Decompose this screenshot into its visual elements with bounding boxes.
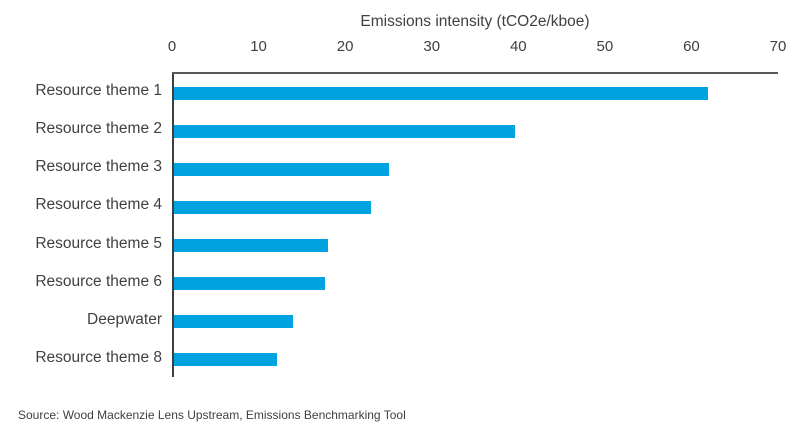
category-label-resource-theme-5: Resource theme 5	[35, 234, 162, 252]
bar-resource-theme-1	[173, 86, 708, 100]
category-label-deepwater: Deepwater	[87, 310, 162, 328]
x-axis-tick-label: 20	[336, 38, 354, 55]
category-labels: Resource theme 1 Resource theme 2 Resource…	[0, 72, 162, 377]
x-axis-tick-label: 10	[250, 38, 267, 55]
x-axis-tick-label: 30	[423, 38, 441, 55]
source-note: Source: Wood Mackenzie Lens Upstream, Em…	[18, 408, 406, 422]
x-axis-tick-label: 40	[509, 38, 527, 55]
category-label-resource-theme-8: Resource theme 8	[35, 348, 162, 366]
bar-resource-theme-6	[173, 277, 325, 291]
category-label-resource-theme-4: Resource theme 4	[35, 196, 162, 214]
bar-resource-theme-2	[173, 124, 516, 138]
bar-resource-theme-8	[173, 353, 278, 367]
x-axis-tick-label: 70	[769, 38, 787, 55]
category-label-resource-theme-3: Resource theme 3	[35, 158, 162, 176]
bar-resource-theme-4	[173, 200, 371, 214]
y-axis-line	[172, 74, 174, 377]
bar-resource-theme-5	[173, 239, 329, 253]
x-axis-tick-label: 50	[596, 38, 614, 55]
plot-area	[172, 72, 778, 377]
category-label-resource-theme-2: Resource theme 2	[35, 120, 162, 138]
x-axis-tick-label: 0	[167, 38, 177, 55]
x-axis-tick-label: 60	[683, 38, 700, 55]
category-label-resource-theme-6: Resource theme 6	[35, 272, 162, 290]
bar-resource-theme-3	[173, 162, 390, 176]
category-label-resource-theme-1: Resource theme 1	[35, 82, 162, 100]
x-axis-ticks: 0 10 20 30 40 50 60 70	[168, 38, 787, 56]
bar-deepwater	[173, 315, 293, 329]
x-axis-title: Emissions intensity (tCO2e/kboe)	[360, 13, 590, 30]
